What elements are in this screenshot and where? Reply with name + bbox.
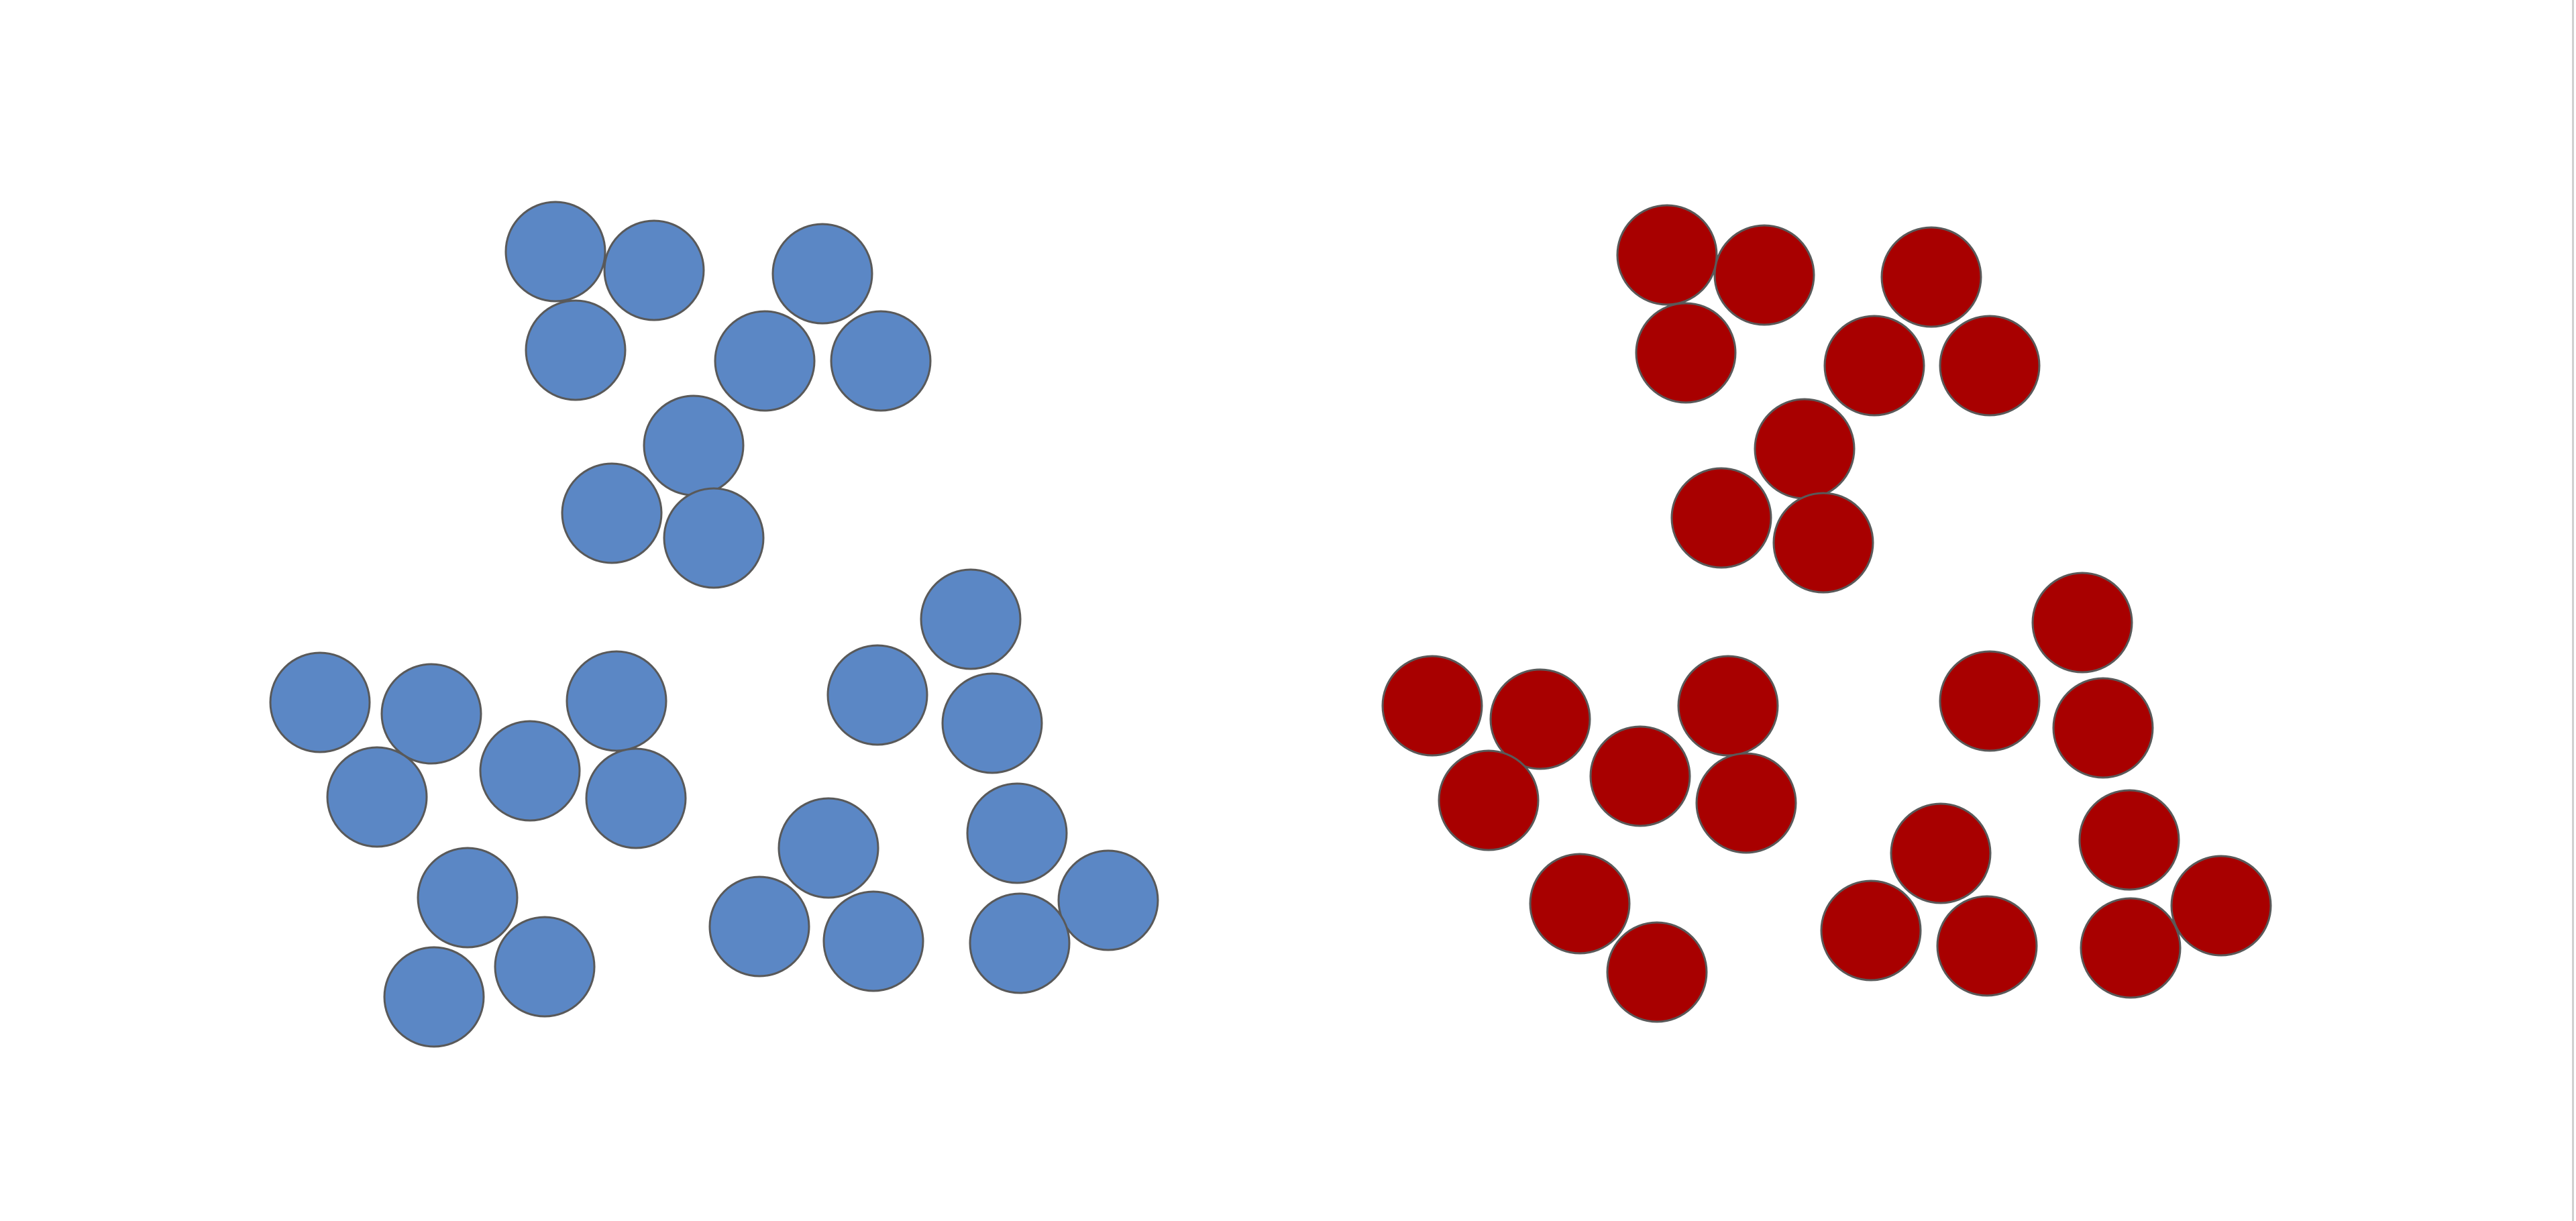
red-top-cluster [1616, 204, 2041, 594]
red-dot [1754, 398, 1856, 500]
blue-dot [585, 747, 687, 849]
blue-dot [643, 394, 745, 496]
blue-dot [494, 916, 596, 1018]
blue-dot [1057, 849, 1159, 951]
blue-dot [663, 487, 765, 589]
red-dot [2052, 677, 2154, 779]
red-dot [1589, 725, 1691, 827]
blue-dot [714, 310, 816, 412]
blue-dot [966, 782, 1068, 884]
red-dot [1489, 668, 1591, 770]
red-dot [1936, 895, 2038, 997]
blue-dot [826, 644, 928, 746]
red-dot [1677, 655, 1779, 757]
red-dot [1823, 315, 1925, 417]
red-dot [1695, 752, 1797, 854]
red-dot [2031, 572, 2133, 674]
blue-dot [603, 219, 705, 321]
blue-dot [777, 797, 879, 899]
blue-dot [380, 663, 482, 765]
red-dot [1670, 467, 1772, 569]
red-dot [1438, 749, 1540, 851]
blue-bottom-right-cluster [708, 568, 1159, 994]
blue-dot [830, 310, 932, 412]
blue-dot [326, 746, 428, 848]
red-dot [1713, 224, 1815, 326]
red-dot [1890, 802, 1992, 904]
page-edge-divider [2572, 0, 2574, 1221]
blue-dot [417, 847, 519, 949]
blue-dot [561, 462, 663, 564]
blue-dot [771, 223, 873, 325]
red-dot [1939, 650, 2041, 752]
blue-dot [941, 672, 1043, 774]
blue-bottom-left-cluster [269, 650, 687, 1048]
blue-dot [920, 568, 1022, 670]
red-dot [1772, 492, 1874, 594]
blue-dot [566, 650, 667, 752]
blue-dot [708, 875, 810, 977]
red-dot [2170, 855, 2272, 957]
blue-dot [479, 720, 581, 822]
red-dot [1606, 921, 1708, 1023]
red-dot [1939, 315, 2041, 417]
red-bottom-left-cluster [1381, 655, 1797, 1023]
blue-group [269, 201, 1159, 1048]
blue-dot [822, 890, 924, 992]
blue-top-cluster [504, 201, 932, 589]
blue-dot [525, 299, 627, 401]
red-dot [1635, 302, 1737, 404]
blue-dot [504, 201, 606, 303]
red-dot [1529, 853, 1631, 955]
blue-dot [269, 651, 371, 753]
red-dot [2078, 789, 2180, 891]
red-bottom-right-cluster [1820, 572, 2272, 999]
blue-dot [383, 946, 485, 1048]
red-dot [2080, 897, 2182, 999]
blue-dot [969, 892, 1071, 994]
red-dot [1616, 204, 1718, 306]
red-dot [1880, 226, 1982, 328]
red-group [1381, 204, 2272, 1023]
red-dot [1381, 655, 1483, 757]
red-dot [1820, 880, 1922, 981]
